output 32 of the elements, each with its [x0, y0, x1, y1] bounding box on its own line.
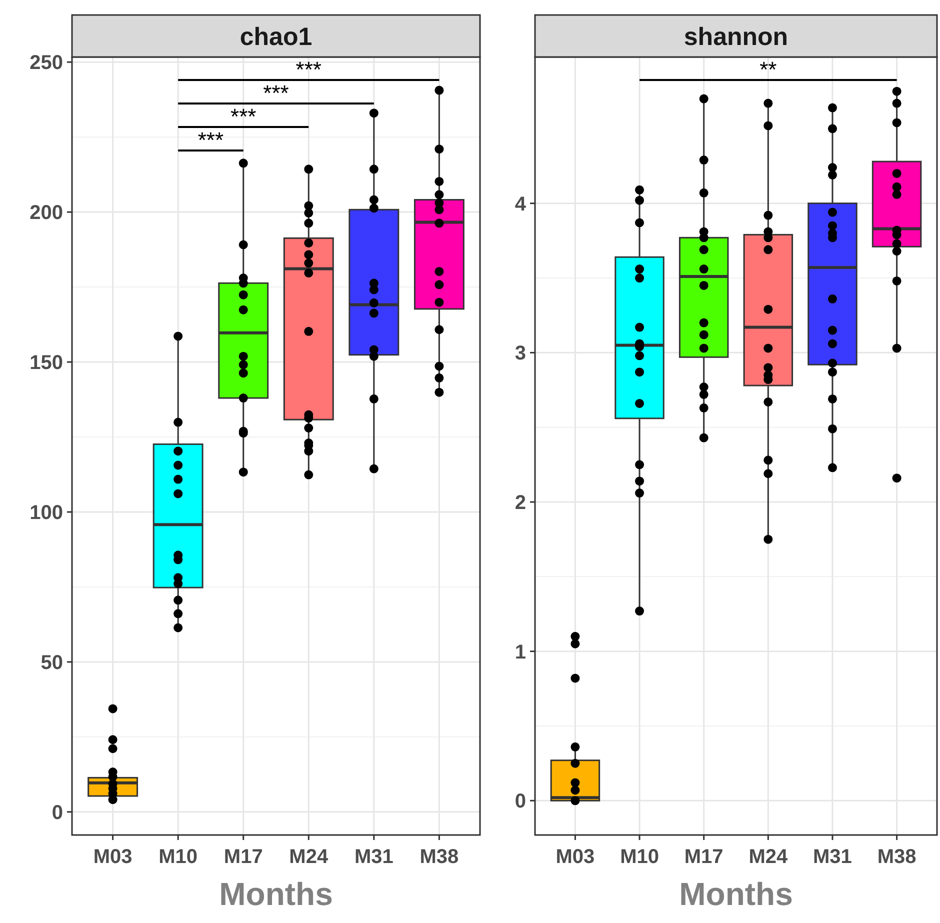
- annotation: ***: [198, 128, 224, 152]
- annotation: ***: [230, 104, 257, 129]
- x-tick-label: M03: [93, 846, 132, 868]
- x-tick-label: M17: [684, 846, 724, 868]
- x-tick-label: M10: [620, 846, 659, 868]
- x-tick-label: M38: [877, 846, 916, 868]
- x-axis-title: Months: [219, 876, 333, 912]
- y-tick-label: 200: [30, 202, 63, 224]
- y-tick-label: 100: [30, 502, 63, 524]
- y-tick-label: 1: [514, 641, 526, 664]
- annotation: ***: [263, 80, 290, 106]
- x-tick-label: M31: [354, 846, 394, 868]
- x-tick-label: M24: [289, 846, 329, 868]
- y-tick-label: 4: [514, 193, 527, 216]
- x-tick-label: M24: [748, 846, 788, 868]
- chart-title: chao1: [240, 23, 312, 51]
- x-axis-title: Months: [679, 876, 793, 912]
- y-tick-label: 150: [30, 352, 63, 374]
- y-tick-label: 0: [514, 790, 526, 813]
- y-tick-label: 0: [52, 802, 63, 824]
- annotation: ***: [296, 57, 322, 82]
- x-tick-label: M31: [813, 846, 852, 868]
- x-tick-label: M17: [224, 846, 263, 868]
- x-tick-label: M03: [556, 846, 595, 868]
- y-tick-label: 3: [514, 342, 526, 365]
- y-tick-label: 2: [514, 492, 526, 514]
- chart-title: shannon: [684, 23, 788, 51]
- x-tick-label: M38: [420, 846, 459, 868]
- y-tick-label: 50: [40, 652, 63, 674]
- x-tick-label: M10: [158, 846, 198, 868]
- annotation: **: [760, 57, 778, 82]
- y-tick-label: 250: [30, 52, 63, 74]
